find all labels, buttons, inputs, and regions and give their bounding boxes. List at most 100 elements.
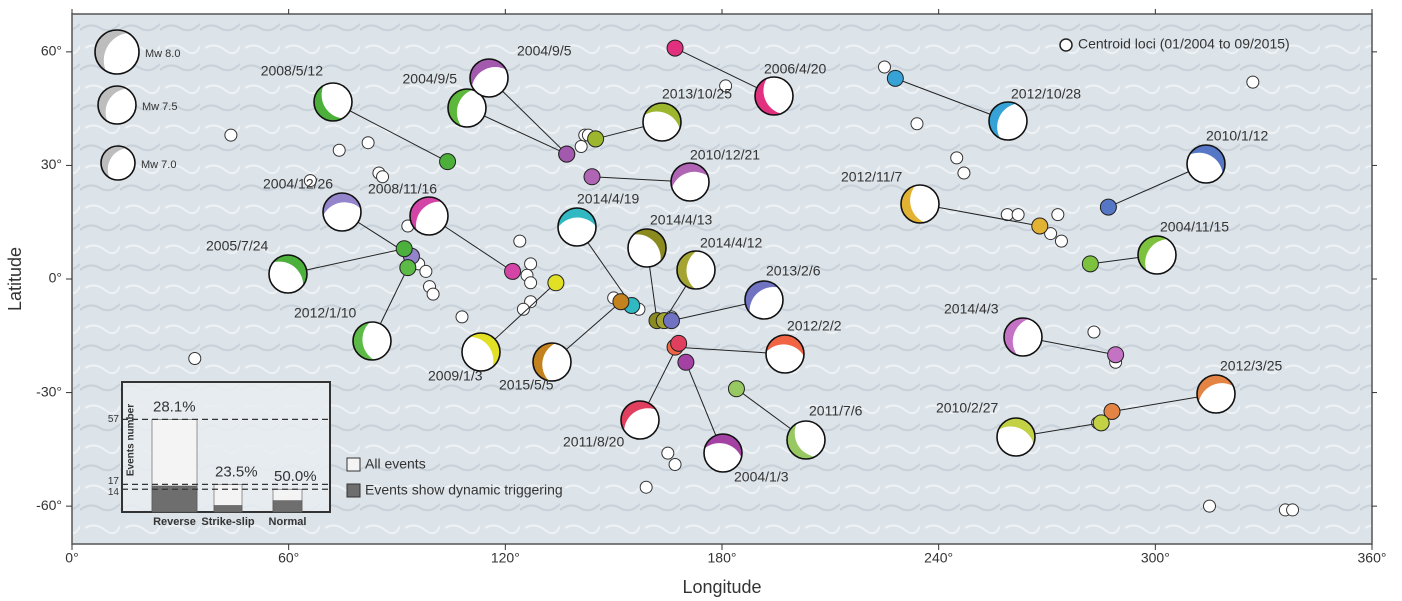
event-label: 2009/1/3 [428, 368, 483, 384]
event-centroid [584, 169, 600, 185]
y-tick-label: 0° [49, 270, 62, 286]
event-centroid [667, 40, 683, 56]
event-centroid [548, 275, 564, 291]
beachball [766, 335, 804, 373]
event-centroid [440, 154, 456, 170]
beachball [997, 418, 1035, 456]
size-legend-label: Mw 7.0 [141, 159, 176, 171]
beachball [1187, 145, 1225, 183]
event-label: 2014/4/19 [577, 191, 639, 207]
centroid [575, 141, 587, 153]
beachball [628, 229, 666, 267]
legend-label: Events show dynamic triggering [365, 482, 563, 498]
bar [273, 501, 302, 512]
size-legend-ball [101, 146, 135, 180]
beachball [462, 333, 500, 371]
x-tick-label: Normal [269, 516, 307, 528]
beachball [755, 77, 793, 115]
centroid [456, 311, 468, 323]
event-centroid [728, 381, 744, 397]
event-label: 2014/4/3 [944, 301, 999, 317]
event-label: 2011/8/20 [563, 434, 624, 450]
beachball [470, 59, 508, 97]
y-tick-label: -60° [36, 497, 62, 513]
event-label: 2008/11/16 [368, 181, 437, 197]
event-centroid [588, 131, 604, 147]
centroid [225, 129, 237, 141]
event-label: 2012/11/7 [841, 169, 902, 185]
y-tick-label: -30° [36, 383, 62, 399]
beachball [1138, 236, 1176, 274]
centroid [525, 277, 537, 289]
bar [214, 506, 242, 513]
beachball [533, 343, 571, 381]
event-label: 2011/7/6 [809, 403, 863, 419]
event-label: 2010/1/12 [1206, 128, 1268, 144]
event-label: 2012/2/2 [787, 318, 842, 334]
centroid [525, 258, 537, 270]
y-tick-label: 57 [108, 414, 120, 425]
centroid [662, 447, 674, 459]
event-label: 2008/5/12 [261, 63, 323, 79]
event-label: 2013/2/6 [766, 263, 821, 279]
event-label: 2010/2/27 [936, 400, 998, 416]
value-label: 50.0% [274, 468, 317, 485]
y-axis-label: Events number [126, 404, 137, 476]
centroid [1012, 209, 1024, 221]
centroid [951, 152, 963, 164]
centroid [362, 137, 374, 149]
x-tick-label: 240° [924, 550, 953, 566]
bar [152, 486, 197, 512]
x-tick-label: 60° [278, 550, 299, 566]
event-centroid [678, 354, 694, 370]
beachball [677, 251, 715, 289]
beachball [671, 163, 709, 201]
y-tick-label: 17 [108, 476, 120, 487]
event-label: 2013/10/25 [662, 86, 732, 102]
event-label: 2004/1/3 [734, 469, 789, 485]
centroid [1088, 326, 1100, 338]
y-tick-label: 60° [41, 43, 62, 59]
x-tick-label: 0° [65, 550, 78, 566]
size-legend-ball [95, 30, 139, 74]
event-label: 2015/5/5 [499, 377, 554, 393]
event-centroid [1032, 218, 1048, 234]
event-centroid [663, 313, 679, 329]
size-legend-label: Mw 7.5 [142, 101, 177, 113]
y-tick-label: 14 [108, 487, 120, 498]
beachball [901, 185, 939, 223]
event-centroid [400, 260, 416, 276]
event-label: 2004/9/5 [403, 71, 458, 87]
size-legend-ball [98, 86, 136, 124]
event-label: 2006/4/20 [764, 61, 826, 77]
legend-swatch [347, 458, 360, 471]
event-centroid [1100, 199, 1116, 215]
value-label: 28.1% [153, 398, 196, 415]
legend-symbol [1060, 39, 1072, 51]
beachball [643, 103, 681, 141]
event-label: 2012/1/10 [294, 305, 356, 321]
beachball [989, 102, 1027, 140]
beachball [269, 255, 307, 293]
event-label: 2012/10/28 [1011, 86, 1081, 102]
centroid [640, 481, 652, 493]
beachball [621, 401, 659, 439]
event-centroid [396, 241, 412, 257]
centroid [189, 353, 201, 365]
beachball [558, 208, 596, 246]
centroid [958, 167, 970, 179]
centroid [333, 144, 345, 156]
event-label: 2014/4/13 [650, 212, 712, 228]
figure: Longitude Latitude 0°60°120°180°240°300°… [0, 0, 1402, 601]
event-centroid [1108, 347, 1124, 363]
x-tick-label: Reverse [153, 516, 196, 528]
beachball [314, 83, 352, 121]
x-tick-label: 180° [708, 550, 737, 566]
event-label: 2014/4/12 [700, 235, 762, 251]
size-legend-label: Mw 8.0 [145, 48, 180, 60]
centroid [1204, 500, 1216, 512]
legend-swatch [347, 484, 360, 497]
event-label: 2004/12/26 [263, 176, 333, 192]
event-centroid [887, 70, 903, 86]
beachball [410, 197, 448, 235]
